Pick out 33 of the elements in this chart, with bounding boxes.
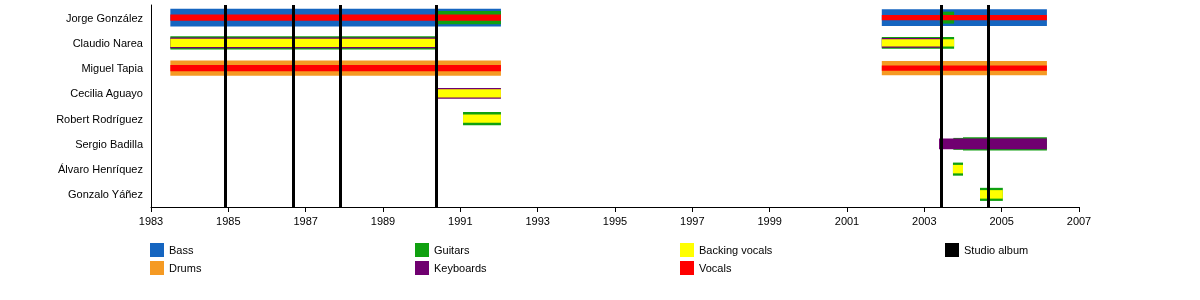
x-tick-label: 1999 <box>757 214 782 227</box>
x-tick-label: 2001 <box>834 214 860 227</box>
y-tick-label: Cecilia Aguayo <box>70 87 143 100</box>
legend-label: Studio album <box>964 244 1029 256</box>
legend-label: Backing vocals <box>699 244 773 256</box>
y-tick-label: Gonzalo Yáñez <box>67 188 143 201</box>
x-tick-label: 1995 <box>602 214 628 227</box>
x-tick-label: 1993 <box>525 214 550 227</box>
bar <box>881 15 1047 21</box>
y-tick-label: Robert Rodríguez <box>56 112 143 125</box>
x-tick-label: 2005 <box>989 214 1014 227</box>
bar <box>881 65 1047 71</box>
x-tick-label: 2007 <box>1066 214 1092 227</box>
bar <box>170 65 501 72</box>
legend-label: Guitars <box>434 244 470 256</box>
legend-label: Drums <box>169 262 202 274</box>
x-tick-label: 1991 <box>448 214 473 227</box>
y-tick-label: Jorge González <box>65 11 143 24</box>
x-tick-label: 1997 <box>680 214 705 227</box>
x-tick-label: 1985 <box>216 214 241 227</box>
legend-label: Bass <box>169 244 194 256</box>
y-tick-label: Sergio Badilla <box>75 137 144 150</box>
x-tick-label: 1989 <box>370 214 396 227</box>
y-tick-label: Álvaro Henríquez <box>58 163 143 176</box>
legend-label: Keyboards <box>434 262 488 274</box>
y-tick-label: Claudio Narea <box>72 36 144 49</box>
bar <box>939 138 1047 150</box>
x-tick-label: 1983 <box>138 214 164 227</box>
y-tick-label: Miguel Tapia <box>81 62 144 75</box>
x-tick-label: 1987 <box>293 214 318 227</box>
x-tick-label: 2003 <box>912 214 937 227</box>
bar <box>170 14 501 21</box>
legend-label: Vocals <box>699 262 732 274</box>
